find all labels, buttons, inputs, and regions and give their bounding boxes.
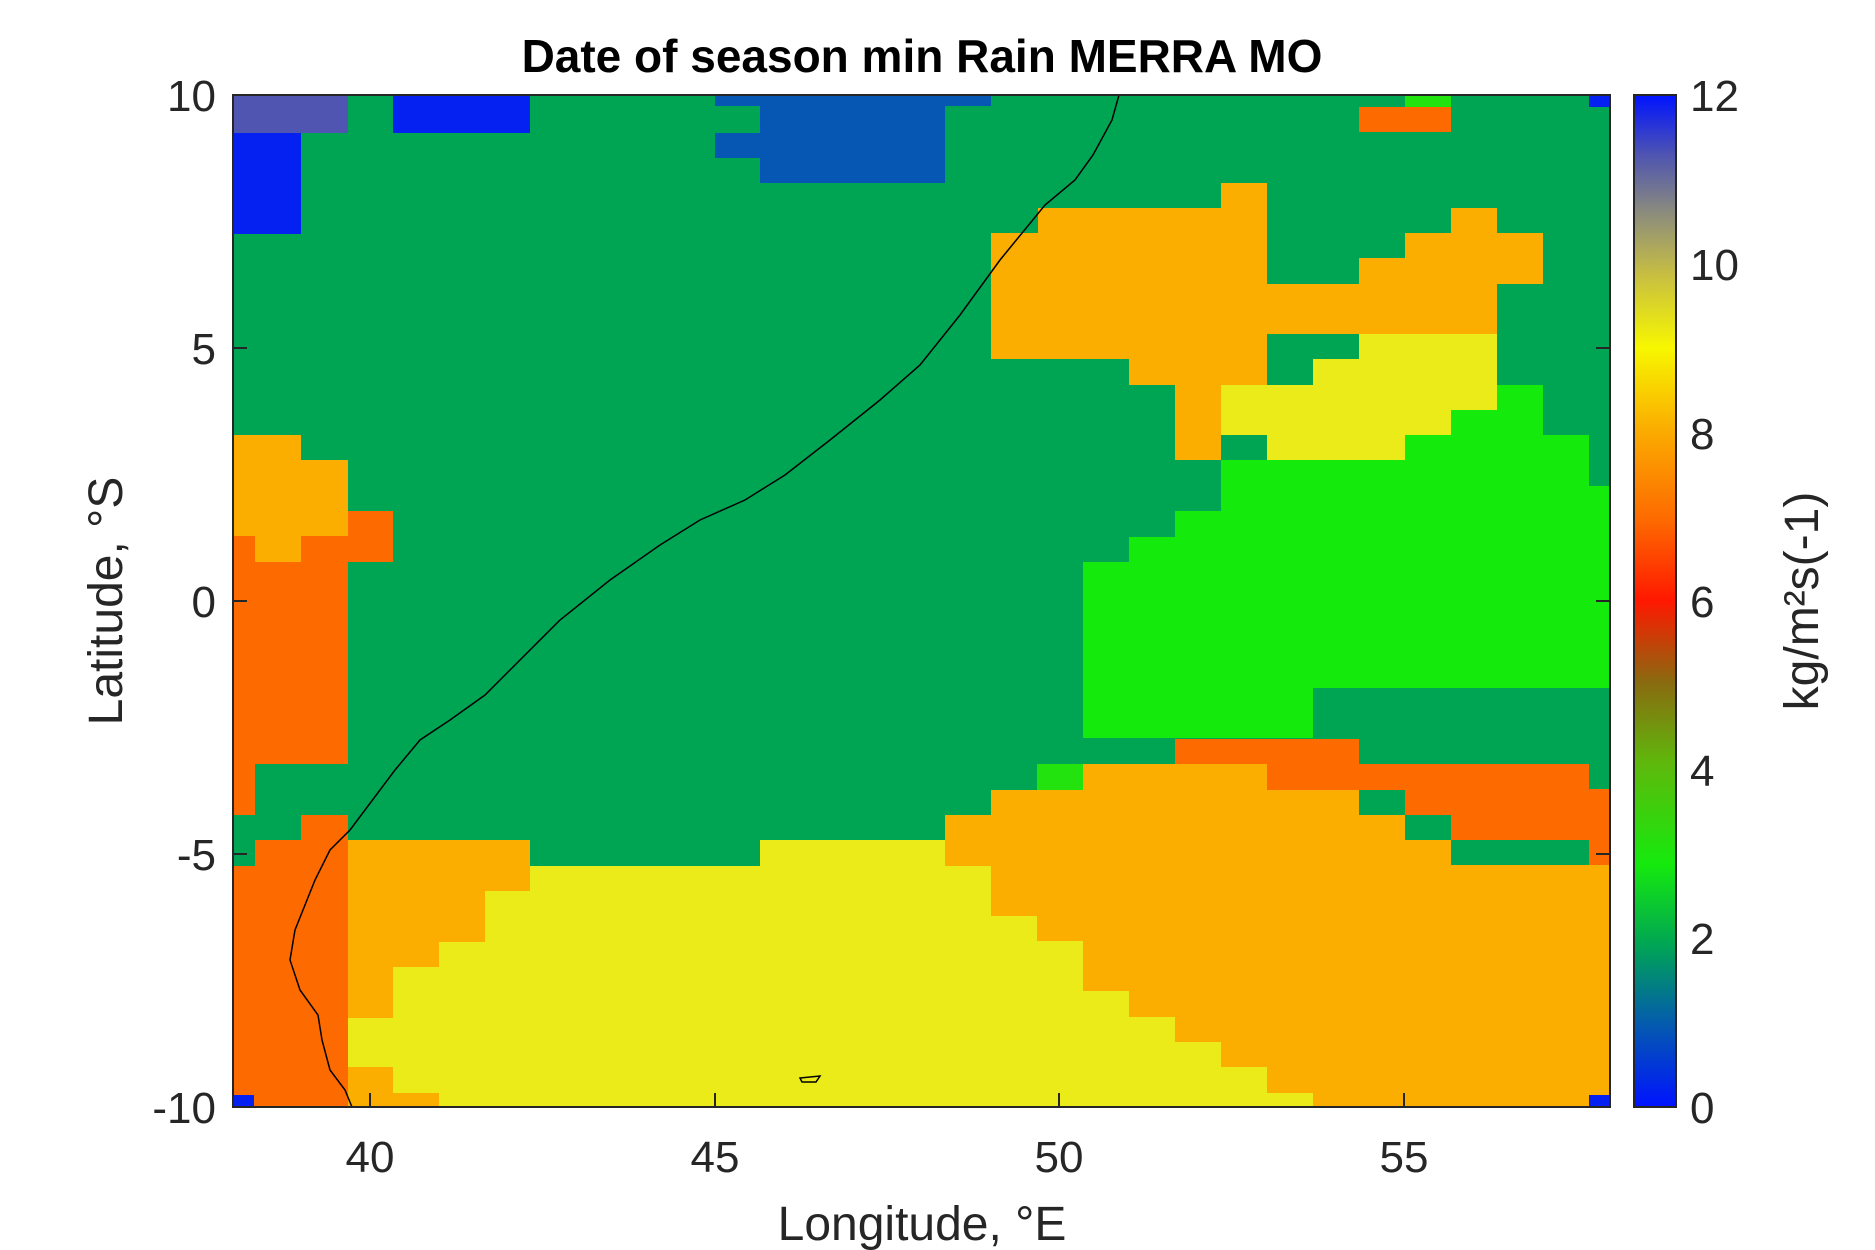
- heatmap-cell: [1037, 764, 1083, 790]
- colorbar-label: kg/m²s(-1): [1776, 492, 1829, 711]
- colorbar-tick-label: 0: [1690, 1084, 1714, 1133]
- x-axis-label: Longitude, °E: [778, 1198, 1067, 1250]
- colorbar-tick-label: 4: [1690, 747, 1714, 796]
- colorbar-tick-label: 6: [1690, 578, 1714, 627]
- x-tick-label: 50: [1035, 1133, 1084, 1182]
- coastline: [289, 94, 1120, 1108]
- x-axis: 40 45 50 55 Longitude, °E: [346, 1093, 1429, 1250]
- x-tick-label: 45: [691, 1133, 740, 1182]
- y-tick-label: 5: [192, 325, 216, 374]
- heatmap-plot-area: [232, 94, 1611, 1108]
- y-tick-label: -5: [177, 831, 216, 880]
- y-tick-label: 0: [192, 578, 216, 627]
- heatmap-cell: [1221, 334, 1497, 460]
- y-axis-label: Latitude, °S: [80, 477, 133, 726]
- y-axis: -10 -5 0 5 10 Latitude, °S: [80, 72, 1610, 1133]
- x-tick-label: 40: [346, 1133, 395, 1182]
- colorbar-gradient: [1633, 94, 1677, 1108]
- heatmap-cell: [233, 1095, 254, 1107]
- heatmap-cell: [1589, 1095, 1610, 1107]
- colorbar-tick-label: 12: [1690, 72, 1739, 121]
- heatmap-cell: [1359, 107, 1451, 132]
- heatmap-cell: [233, 511, 393, 815]
- y-tick-label: 10: [167, 72, 216, 121]
- heatmap-cell: [348, 840, 1313, 1107]
- colorbar-tick-label: 8: [1690, 410, 1714, 459]
- heatmap-cell: [1175, 739, 1610, 865]
- x-tick-label: 55: [1380, 1133, 1429, 1182]
- heatmap-cell: [945, 764, 1610, 1107]
- chart-title: Date of season min Rain MERRA MO: [522, 30, 1323, 82]
- colorbar-tick-label: 2: [1690, 915, 1714, 964]
- heatmap-cell: [715, 95, 991, 183]
- y-tick-label: -10: [152, 1084, 216, 1133]
- heatmap-cell: [393, 95, 530, 133]
- heatmap-cell: [233, 133, 301, 234]
- heatmap-cell: [1083, 385, 1610, 738]
- heatmap-cell: [1405, 95, 1451, 107]
- heatmap-cell: [1589, 95, 1610, 107]
- heatmap-cell: [991, 183, 1543, 460]
- colorbar: 0 2 4 6 8 10 12 kg/m²s(-1): [1633, 72, 1829, 1133]
- heatmap-cell: [393, 1093, 439, 1107]
- colorbar-tick-label: 10: [1690, 241, 1739, 290]
- heatmap-cell: [233, 95, 348, 133]
- heatmap-cell: [233, 435, 348, 562]
- island-outline: [798, 1075, 822, 1083]
